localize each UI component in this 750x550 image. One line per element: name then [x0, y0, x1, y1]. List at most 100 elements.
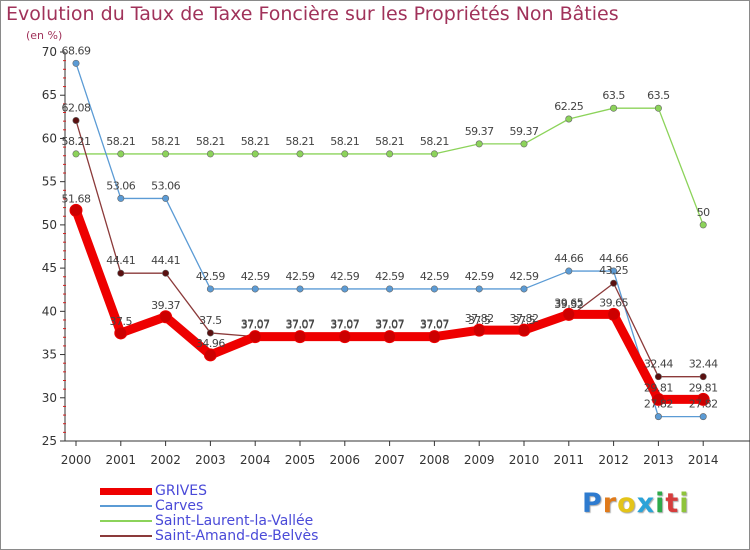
- x-tick-label: 2008: [419, 453, 450, 467]
- x-tick-label: 2006: [330, 453, 361, 467]
- data-label-2: 58.21: [420, 135, 449, 148]
- y-axis-unit-label: (en %): [26, 29, 63, 42]
- data-point-1: [610, 267, 618, 275]
- data-point-2: [117, 150, 125, 158]
- data-point-0: [472, 323, 486, 337]
- data-point-2: [565, 115, 573, 123]
- data-point-0: [427, 330, 441, 344]
- x-tick-label: 2013: [643, 453, 674, 467]
- data-point-0: [293, 330, 307, 344]
- data-point-0: [607, 307, 621, 321]
- data-point-2: [162, 150, 170, 158]
- data-point-2: [610, 104, 618, 112]
- logo-letter: P: [582, 488, 603, 519]
- data-point-0: [383, 330, 397, 344]
- logo-letter: o: [617, 488, 637, 519]
- data-label-3: 37.5: [199, 314, 222, 327]
- x-tick-label: 2014: [688, 453, 719, 467]
- data-point-3: [699, 373, 707, 381]
- legend-label-grives: GRIVES: [155, 483, 208, 499]
- data-point-3: [72, 116, 80, 124]
- legend-swatch-saint-laurent: [100, 520, 152, 522]
- data-label-0: 39.65: [599, 296, 628, 309]
- data-label-1: 42.59: [375, 270, 404, 283]
- data-point-1: [117, 194, 125, 202]
- data-label-0: 37.07: [375, 319, 404, 332]
- logo-letter: i: [655, 488, 666, 519]
- data-point-2: [386, 150, 394, 158]
- data-point-0: [696, 392, 710, 406]
- data-point-1: [699, 413, 707, 421]
- data-point-1: [520, 285, 528, 293]
- data-label-1: 27.82: [689, 398, 718, 411]
- data-label-0: 37.07: [330, 319, 359, 332]
- data-point-2: [430, 150, 438, 158]
- x-tick-label: 2000: [61, 453, 92, 467]
- x-tick-label: 2002: [150, 453, 181, 467]
- data-label-2: 63.5: [647, 89, 670, 102]
- x-tick-label: 2007: [374, 453, 405, 467]
- data-label-2: 58.21: [286, 135, 315, 148]
- data-point-0: [248, 330, 262, 344]
- legend-swatch-saint-amand: [100, 535, 152, 537]
- data-label-1: 44.66: [599, 252, 628, 265]
- data-label-2: 58.21: [241, 135, 270, 148]
- data-label-2: 58.21: [151, 135, 180, 148]
- data-point-0: [562, 307, 576, 321]
- data-label-3: 43.25: [599, 264, 628, 277]
- data-label-3: 37.5: [468, 314, 491, 327]
- x-tick-label: 2011: [554, 453, 585, 467]
- data-point-1: [430, 285, 438, 293]
- logo-letter: t: [665, 488, 680, 519]
- data-point-2: [520, 140, 528, 148]
- data-label-1: 42.59: [330, 270, 359, 283]
- data-label-2: 62.25: [554, 100, 583, 113]
- data-point-1: [72, 59, 80, 67]
- legend-label-saint-laurent: Saint-Laurent-la-Vallée: [155, 513, 314, 529]
- legend-label-carves: Carves: [155, 498, 204, 514]
- data-point-2: [296, 150, 304, 158]
- data-label-3: 37.07: [330, 318, 359, 331]
- y-tick-label: 50: [42, 218, 57, 232]
- data-label-1: 42.59: [465, 270, 494, 283]
- logo-letter: x: [636, 488, 656, 519]
- data-label-1: 27.82: [644, 398, 673, 411]
- y-tick-label: 45: [42, 261, 57, 275]
- data-label-1: 44.66: [554, 252, 583, 265]
- data-point-3: [162, 269, 170, 277]
- data-label-3: 37.07: [286, 318, 315, 331]
- data-label-3: 37.07: [375, 318, 404, 331]
- data-label-3: 37.07: [241, 318, 270, 331]
- legend-swatch-carves: [100, 505, 152, 507]
- data-label-1: 42.59: [286, 270, 315, 283]
- y-tick-label: 40: [42, 304, 57, 318]
- data-label-2: 50: [697, 206, 710, 219]
- data-label-0: 37.82: [510, 312, 539, 325]
- data-point-3: [117, 269, 125, 277]
- legend-label-saint-amand: Saint-Amand-de-Belvès: [155, 528, 319, 544]
- data-point-2: [341, 150, 349, 158]
- data-label-1: 53.06: [151, 179, 180, 192]
- data-point-1: [206, 285, 214, 293]
- y-tick-label: 30: [42, 391, 57, 405]
- data-point-0: [517, 323, 531, 337]
- x-tick-label: 2010: [509, 453, 540, 467]
- data-label-0: 37.82: [465, 312, 494, 325]
- y-tick-label: 60: [42, 131, 57, 145]
- data-label-1: 42.59: [241, 270, 270, 283]
- data-label-2: 58.21: [62, 135, 91, 148]
- series-lines: [71, 62, 708, 418]
- data-label-2: 59.37: [510, 125, 539, 138]
- data-point-3: [610, 279, 618, 287]
- data-label-3: 44.41: [106, 254, 135, 267]
- data-point-0: [338, 330, 352, 344]
- series-line-1: [75, 62, 704, 418]
- data-label-0: 37.07: [286, 319, 315, 332]
- logo-letter: r: [602, 488, 618, 519]
- data-label-0: 37.07: [420, 319, 449, 332]
- x-tick-label: 2009: [464, 453, 495, 467]
- data-point-1: [565, 267, 573, 275]
- data-point-2: [654, 104, 662, 112]
- data-point-1: [296, 285, 304, 293]
